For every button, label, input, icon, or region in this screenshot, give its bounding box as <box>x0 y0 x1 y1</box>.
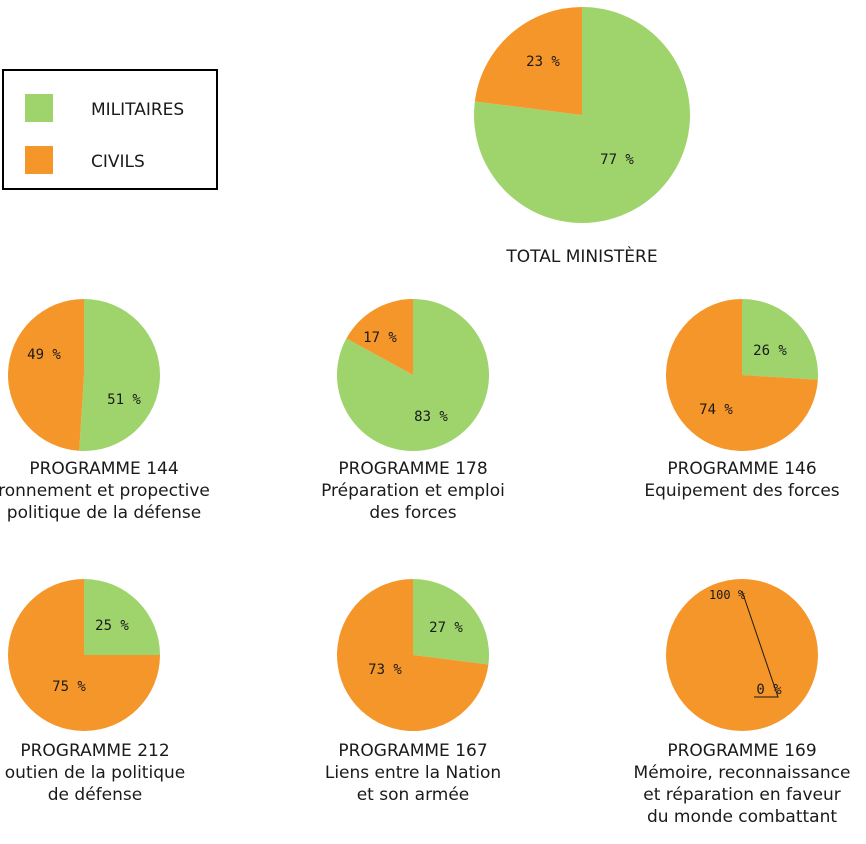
pie-value-label: 49 % <box>27 347 61 363</box>
pie-value-label: 17 % <box>363 330 397 346</box>
pie-slice-militaires <box>79 299 161 451</box>
pie-value-label: 75 % <box>52 679 86 695</box>
pie-value-label: 0 % <box>756 682 782 698</box>
pie-caption-line: outien de la politique <box>5 763 185 783</box>
legend-label-militaires: MILITAIRES <box>91 100 184 120</box>
pie-caption-line: PROGRAMME 144 <box>29 459 178 479</box>
pie-slice-militaires <box>337 299 490 451</box>
pie-caption-line: du monde combattant <box>647 807 837 827</box>
pie-caption-line: PROGRAMME 212 <box>20 741 169 761</box>
pie-value-label: 73 % <box>368 662 402 678</box>
pie-caption-line: des forces <box>369 503 456 523</box>
pie-slice-civils <box>8 299 85 451</box>
pie-caption-line: PROGRAMME 146 <box>667 459 816 479</box>
pie-value-label: 26 % <box>753 343 787 359</box>
pie-slice-militaires <box>742 299 818 380</box>
pie-slice-civils <box>666 299 818 452</box>
pie-caption-line: Equipement des forces <box>644 481 839 501</box>
pie-slice-militaires <box>413 579 490 665</box>
pie-caption-line: et son armée <box>357 785 470 805</box>
pie-caption-line: PROGRAMME 178 <box>338 459 487 479</box>
pie-value-label: 100 % <box>709 588 746 602</box>
pie-slice-civils <box>8 579 160 731</box>
pie-caption-line: ronnement et propective <box>0 481 210 501</box>
pie-caption-line: Liens entre la Nation <box>325 763 501 783</box>
pie-slice-civils <box>346 299 413 375</box>
pie-caption-line: PROGRAMME 167 <box>338 741 487 761</box>
pie-slice-civils <box>666 579 818 731</box>
pie-slice-militaires <box>84 579 160 655</box>
pie-slice-militaires <box>474 7 691 223</box>
pie-caption-line: et réparation en faveur <box>643 785 841 805</box>
pie-caption-line: TOTAL MINISTÈRE <box>505 245 657 267</box>
pie-slice-civils <box>337 579 489 731</box>
pie-chart-0: 77 % 23 % TOTAL MINISTÈRE <box>474 7 691 267</box>
legend: MILITAIRES CIVILS <box>2 69 218 190</box>
pie-slice-civils <box>474 7 582 115</box>
pie-value-label: 74 % <box>699 402 733 418</box>
legend-swatch-militaires <box>25 94 53 122</box>
legend-label-civils: CIVILS <box>91 152 145 172</box>
pie-value-label: 27 % <box>429 620 463 636</box>
legend-swatch-civils <box>25 146 53 174</box>
pie-value-label: 83 % <box>414 409 448 425</box>
pie-value-label: 25 % <box>95 618 129 634</box>
pie-value-label: 77 % <box>600 152 634 168</box>
zero-label-leader <box>741 590 779 698</box>
pie-caption-line: Préparation et emploi <box>321 481 505 501</box>
pie-caption-line: PROGRAMME 169 <box>667 741 816 761</box>
pie-value-label: 51 % <box>107 392 141 408</box>
pie-value-label: 23 % <box>526 54 560 70</box>
pie-caption-line: Mémoire, reconnaissance <box>634 763 851 783</box>
pie-caption-line: politique de la défense <box>7 503 201 523</box>
charts-layer: 77 % 23 % TOTAL MINISTÈRE 51 % 49 % PROGRAMME… <box>0 7 850 827</box>
pie-caption-line: de défense <box>48 785 142 805</box>
